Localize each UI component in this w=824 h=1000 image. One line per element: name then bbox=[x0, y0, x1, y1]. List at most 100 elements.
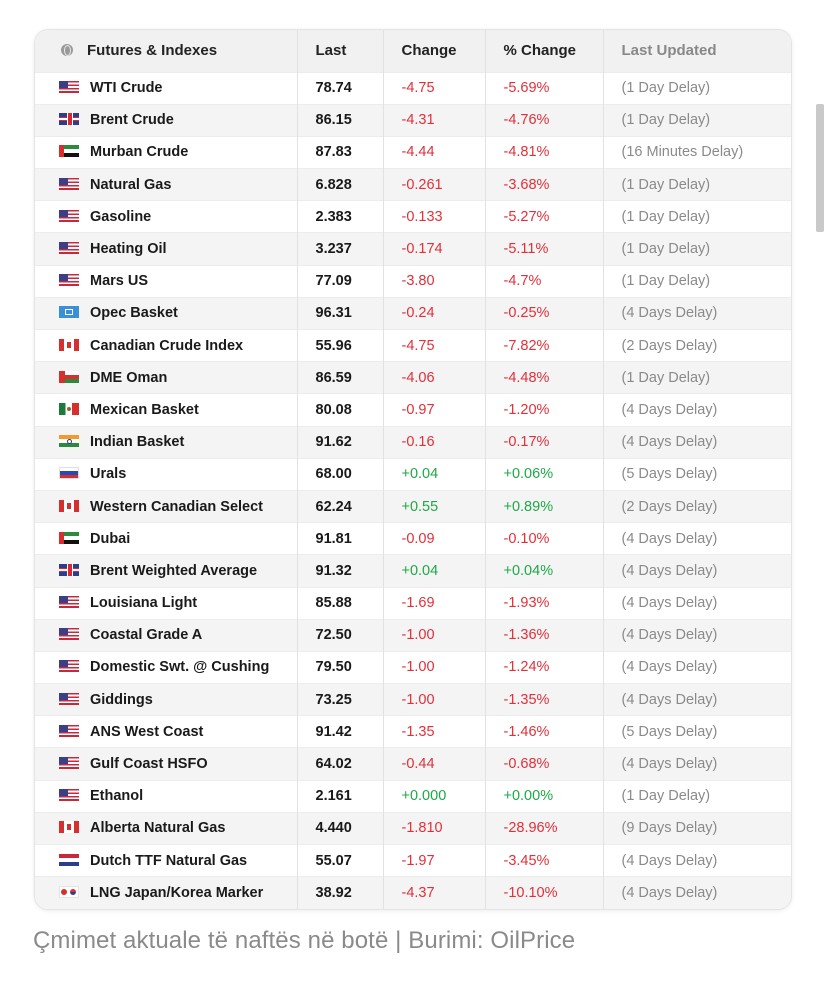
table-row[interactable]: Domestic Swt. @ Cushing 79.50 -1.00 -1.24%(… bbox=[35, 650, 791, 684]
instrument-name-cell[interactable]: Gasoline bbox=[35, 200, 298, 233]
instrument-name[interactable]: Ethanol bbox=[90, 788, 144, 805]
table-row[interactable]: LNG Japan/Korea Marker 38.92 -4.37 -10.10%(… bbox=[35, 876, 791, 909]
header-name[interactable]: Futures & Indexes bbox=[35, 30, 298, 72]
last-updated: (1 Day Delay) bbox=[603, 168, 791, 201]
instrument-name[interactable]: Brent Weighted Average bbox=[90, 562, 258, 579]
instrument-name-cell[interactable]: Brent Crude bbox=[35, 103, 298, 137]
header-last[interactable]: Last bbox=[297, 30, 384, 72]
instrument-name[interactable]: Mars US bbox=[90, 273, 149, 290]
instrument-name[interactable]: Western Canadian Select bbox=[90, 498, 263, 515]
instrument-name-cell[interactable]: Canadian Crude Index bbox=[35, 328, 298, 362]
instrument-name-cell[interactable]: Giddings bbox=[35, 683, 298, 716]
instrument-name-cell[interactable]: Ethanol bbox=[35, 779, 298, 813]
table-row[interactable]: Urals 68.00 +0.04 +0.06% (5 Days Delay) bbox=[35, 457, 791, 491]
instrument-name-cell[interactable]: ANS West Coast bbox=[35, 715, 298, 748]
instrument-name[interactable]: Alberta Natural Gas bbox=[90, 820, 226, 837]
instrument-name-cell[interactable]: Coastal Grade A bbox=[35, 618, 298, 652]
table-row[interactable]: Canadian Crude Index 55.96 -4.75 -7.82% (2 D… bbox=[35, 328, 791, 362]
instrument-name[interactable]: Opec Basket bbox=[90, 305, 178, 322]
table-row[interactable]: Natural Gas 6.828 -0.261 -3.68% (1 Day Delay… bbox=[35, 168, 791, 201]
instrument-name[interactable]: Brent Crude bbox=[90, 112, 174, 129]
percent-change: -5.11% bbox=[485, 232, 604, 266]
instrument-name-cell[interactable]: Louisiana Light bbox=[35, 586, 298, 620]
instrument-name[interactable]: Giddings bbox=[90, 691, 153, 708]
instrument-name[interactable]: Heating Oil bbox=[90, 241, 167, 258]
instrument-name[interactable]: DME Oman bbox=[90, 369, 168, 386]
header-change[interactable]: Change bbox=[383, 30, 486, 72]
instrument-name[interactable]: Coastal Grade A bbox=[90, 627, 203, 644]
last-updated: (4 Days Delay) bbox=[603, 747, 791, 781]
instrument-name[interactable]: Gasoline bbox=[90, 208, 152, 225]
last-price: 91.81 bbox=[297, 522, 384, 555]
table-body: WTI Crude 78.74 -4.75 -5.69% (1 Day Delay) Br… bbox=[35, 71, 791, 909]
instrument-name[interactable]: WTI Crude bbox=[90, 80, 163, 97]
instrument-name-cell[interactable]: Opec Basket bbox=[35, 296, 298, 330]
instrument-name-cell[interactable]: Domestic Swt. @ Cushing bbox=[35, 650, 298, 684]
instrument-name[interactable]: LNG Japan/Korea Marker bbox=[90, 885, 264, 902]
instrument-name[interactable]: Louisiana Light bbox=[90, 595, 198, 612]
table-row[interactable]: Mars US 77.09 -3.80 -4.7% (1 Day Delay) bbox=[35, 264, 791, 298]
instrument-name-cell[interactable]: Murban Crude bbox=[35, 135, 298, 169]
header-pct-change[interactable]: % Change bbox=[485, 30, 604, 72]
instrument-name[interactable]: Dutch TTF Natural Gas bbox=[90, 852, 248, 869]
scrollbar[interactable] bbox=[816, 104, 824, 232]
last-updated: (9 Days Delay) bbox=[603, 811, 791, 845]
table-row[interactable]: Murban Crude 87.83 -4.44 -4.81% (16 Minutes … bbox=[35, 135, 791, 169]
table-row[interactable]: Louisiana Light 85.88 -1.69 -1.93% (4 Days D… bbox=[35, 586, 791, 620]
table-row[interactable]: Gasoline 2.383 -0.133 -5.27% (1 Day Delay) bbox=[35, 200, 791, 233]
last-updated: (2 Days Delay) bbox=[603, 489, 791, 523]
instrument-name-cell[interactable]: WTI Crude bbox=[35, 71, 298, 105]
table-row[interactable]: Ethanol 2.161 +0.000 +0.00% (1 Day Delay) bbox=[35, 779, 791, 813]
instrument-name-cell[interactable]: Mars US bbox=[35, 264, 298, 298]
header-name-label: Futures & Indexes bbox=[87, 42, 218, 60]
table-row[interactable]: Western Canadian Select 62.24 +0.55 +0.89%(… bbox=[35, 489, 791, 523]
instrument-name-cell[interactable]: Western Canadian Select bbox=[35, 489, 298, 523]
globe-icon bbox=[61, 44, 73, 57]
table-row[interactable]: Mexican Basket 80.08 -0.97 -1.20% (4 Days De… bbox=[35, 393, 791, 427]
percent-change: -1.36% bbox=[485, 618, 604, 652]
instrument-name[interactable]: Canadian Crude Index bbox=[90, 337, 244, 354]
table-row[interactable]: Alberta Natural Gas 4.440 -1.810 -28.96% (9 … bbox=[35, 811, 791, 845]
table-row[interactable]: Giddings 73.25 -1.00 -1.35% (4 Days Delay) bbox=[35, 683, 791, 716]
last-updated: (4 Days Delay) bbox=[603, 650, 791, 684]
table-row[interactable]: Opec Basket 96.31 -0.24 -0.25% (4 Days Delay… bbox=[35, 296, 791, 330]
instrument-name-cell[interactable]: Dubai bbox=[35, 522, 298, 555]
instrument-name-cell[interactable]: Dutch TTF Natural Gas bbox=[35, 843, 298, 877]
instrument-name-cell[interactable]: Heating Oil bbox=[35, 232, 298, 266]
percent-change: -0.10% bbox=[485, 522, 604, 555]
table-row[interactable]: Coastal Grade A 72.50 -1.00 -1.36% (4 Days D… bbox=[35, 618, 791, 652]
instrument-name-cell[interactable]: DME Oman bbox=[35, 361, 298, 394]
instrument-name[interactable]: ANS West Coast bbox=[90, 723, 204, 740]
instrument-name[interactable]: Urals bbox=[90, 466, 127, 483]
table-row[interactable]: ANS West Coast 91.42 -1.35 -1.46% (5 Days De… bbox=[35, 715, 791, 748]
instrument-name[interactable]: Dubai bbox=[90, 530, 131, 547]
instrument-name-cell[interactable]: Alberta Natural Gas bbox=[35, 811, 298, 845]
prices-table-container: Futures & Indexes Last Change % Change L… bbox=[34, 29, 792, 910]
instrument-name-cell[interactable]: Natural Gas bbox=[35, 168, 298, 201]
instrument-name-cell[interactable]: Urals bbox=[35, 457, 298, 491]
header-last-updated[interactable]: Last Updated bbox=[621, 42, 717, 60]
instrument-name[interactable]: Gulf Coast HSFO bbox=[90, 756, 208, 773]
last-price: 91.62 bbox=[297, 425, 384, 459]
table-row[interactable]: WTI Crude 78.74 -4.75 -5.69% (1 Day Delay) bbox=[35, 71, 791, 105]
table-row[interactable]: Gulf Coast HSFO 64.02 -0.44 -0.68% (4 Days D… bbox=[35, 747, 791, 781]
instrument-name[interactable]: Domestic Swt. @ Cushing bbox=[90, 659, 270, 676]
instrument-name[interactable]: Natural Gas bbox=[90, 176, 172, 193]
instrument-name-cell[interactable]: Indian Basket bbox=[35, 425, 298, 459]
table-row[interactable]: Heating Oil 3.237 -0.174 -5.11% (1 Day Delay… bbox=[35, 232, 791, 266]
instrument-name[interactable]: Indian Basket bbox=[90, 434, 185, 451]
table-row[interactable]: DME Oman 86.59 -4.06 -4.48% (1 Day Delay) bbox=[35, 361, 791, 394]
table-row[interactable]: Brent Weighted Average 91.32 +0.04 +0.04% (4… bbox=[35, 554, 791, 587]
instrument-name-cell[interactable]: Brent Weighted Average bbox=[35, 554, 298, 587]
instrument-name-cell[interactable]: LNG Japan/Korea Marker bbox=[35, 876, 298, 909]
price-change: -3.80 bbox=[383, 264, 486, 298]
table-row[interactable]: Dubai 91.81 -0.09 -0.10% (4 Days Delay) bbox=[35, 522, 791, 555]
instrument-name[interactable]: Murban Crude bbox=[90, 144, 189, 161]
table-row[interactable]: Dutch TTF Natural Gas 55.07 -1.97 -3.45% (4 … bbox=[35, 843, 791, 877]
instrument-name[interactable]: Mexican Basket bbox=[90, 401, 199, 418]
table-row[interactable]: Brent Crude 86.15 -4.31 -4.76% (1 Day Delay) bbox=[35, 103, 791, 137]
instrument-name-cell[interactable]: Gulf Coast HSFO bbox=[35, 747, 298, 781]
table-row[interactable]: Indian Basket 91.62 -0.16 -0.17% (4 Days Del… bbox=[35, 425, 791, 459]
instrument-name-cell[interactable]: Mexican Basket bbox=[35, 393, 298, 427]
last-price: 2.161 bbox=[297, 779, 384, 813]
